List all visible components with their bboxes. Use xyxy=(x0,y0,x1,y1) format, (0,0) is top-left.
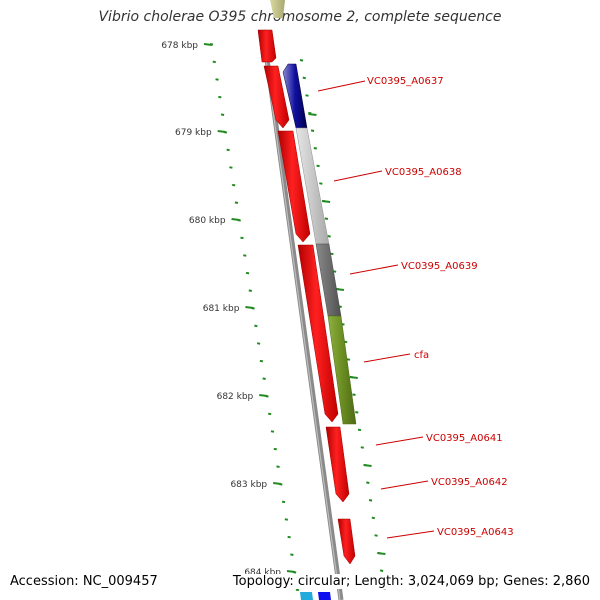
major-tick xyxy=(273,482,282,485)
major-tick xyxy=(286,570,296,573)
major-tick xyxy=(217,130,226,133)
gene-leader-line xyxy=(333,170,383,182)
minor-tick xyxy=(259,359,264,363)
forward-gene-block xyxy=(263,65,290,129)
outer-major-tick xyxy=(349,376,358,379)
map-title: Vibrio cholerae O395 chromosome 2, compl… xyxy=(98,9,502,25)
outer-minor-tick xyxy=(327,235,331,238)
minor-tick xyxy=(245,271,250,275)
outer-minor-tick xyxy=(316,164,320,168)
minor-tick xyxy=(295,588,300,592)
outer-minor-tick xyxy=(368,499,373,502)
chromosome-backbone-highlight xyxy=(261,29,341,600)
minor-tick xyxy=(287,535,291,539)
minor-tick xyxy=(273,447,277,451)
gene-leader-line xyxy=(386,530,435,539)
outer-minor-tick xyxy=(299,59,304,62)
outer-minor-tick xyxy=(371,516,376,520)
gene-label[interactable]: cfa xyxy=(414,350,429,361)
outer-minor-tick xyxy=(360,446,364,449)
forward-gene-block xyxy=(297,244,339,423)
outer-minor-tick xyxy=(346,358,351,361)
reverse-strand-track xyxy=(270,0,357,600)
outer-major-tick xyxy=(377,552,386,555)
outer-minor-tick xyxy=(366,481,370,484)
gene-block xyxy=(282,63,308,129)
minor-tick xyxy=(243,254,247,257)
tick-label: 682 kbp xyxy=(217,392,254,402)
minor-tick xyxy=(256,342,261,345)
outer-minor-tick xyxy=(319,182,323,185)
outer-minor-tick xyxy=(305,94,309,97)
chromosome-backbone xyxy=(260,29,344,600)
minor-tick xyxy=(248,289,253,292)
outer-minor-tick xyxy=(330,252,334,256)
minor-tick xyxy=(290,553,294,556)
outer-minor-tick xyxy=(352,393,356,396)
minor-tick xyxy=(284,518,289,521)
forward-gene-block xyxy=(277,130,311,243)
gene-label[interactable]: VC0395_A0637 xyxy=(367,76,444,87)
outer-minor-tick xyxy=(302,76,306,80)
major-tick xyxy=(203,43,213,46)
outer-minor-tick xyxy=(374,534,378,537)
major-tick xyxy=(231,218,240,221)
forward-gene-block xyxy=(337,518,356,565)
outer-major-tick xyxy=(322,200,331,203)
tick-label: 684 kbp xyxy=(244,568,281,578)
major-tick xyxy=(245,306,254,309)
gene-block xyxy=(318,592,331,600)
minor-tick xyxy=(229,166,233,169)
outer-minor-tick xyxy=(310,129,315,132)
minor-tick xyxy=(270,430,275,433)
tick-label: 679 kbp xyxy=(175,128,212,138)
minor-tick xyxy=(215,78,219,81)
minor-tick xyxy=(262,377,266,380)
minor-tick xyxy=(226,148,230,152)
gene-block xyxy=(300,592,313,600)
minor-tick xyxy=(268,412,272,416)
minor-tick xyxy=(234,201,239,204)
outer-minor-tick xyxy=(313,147,318,150)
outer-major-tick xyxy=(335,288,345,291)
minor-tick xyxy=(218,95,222,99)
minor-tick xyxy=(240,236,244,240)
major-tick xyxy=(259,394,268,397)
gene-block xyxy=(327,315,357,425)
gene-label[interactable]: VC0395_A0642 xyxy=(431,477,508,488)
tick-label: 680 kbp xyxy=(189,216,226,226)
tick-label: 681 kbp xyxy=(203,304,240,314)
minor-tick xyxy=(281,500,286,504)
gene-leader-line xyxy=(317,80,366,92)
outer-minor-tick xyxy=(324,217,329,220)
gene-leader-line xyxy=(363,353,411,363)
minor-tick xyxy=(276,465,280,468)
forward-strand-track xyxy=(257,29,356,565)
gene-leader-line xyxy=(380,480,429,490)
gene-label[interactable]: VC0395_A0643 xyxy=(437,527,514,538)
outer-minor-tick xyxy=(357,428,362,432)
minor-tick xyxy=(212,60,216,64)
tick-label: 678 kbp xyxy=(161,41,198,51)
outer-major-tick xyxy=(308,113,317,116)
gene-label[interactable]: VC0395_A0638 xyxy=(385,167,462,178)
outer-minor-tick xyxy=(379,569,384,572)
outer-minor-tick xyxy=(355,411,359,414)
minor-tick xyxy=(231,183,236,187)
gene-leader-line xyxy=(349,264,399,275)
minor-tick xyxy=(254,324,258,328)
gene-label[interactable]: VC0395_A0639 xyxy=(401,261,478,272)
gene-leader-line xyxy=(375,436,424,446)
minor-tick xyxy=(220,113,225,116)
gene-block xyxy=(270,0,285,18)
forward-gene-block xyxy=(325,426,350,503)
outer-major-tick xyxy=(363,464,372,467)
tick-label: 683 kbp xyxy=(230,480,267,490)
summary-text: Topology: circular; Length: 3,024,069 bp… xyxy=(230,574,592,589)
accession-text: Accession: NC_009457 xyxy=(8,574,160,589)
forward-gene-block xyxy=(257,29,277,63)
gene-label[interactable]: VC0395_A0641 xyxy=(426,433,503,444)
